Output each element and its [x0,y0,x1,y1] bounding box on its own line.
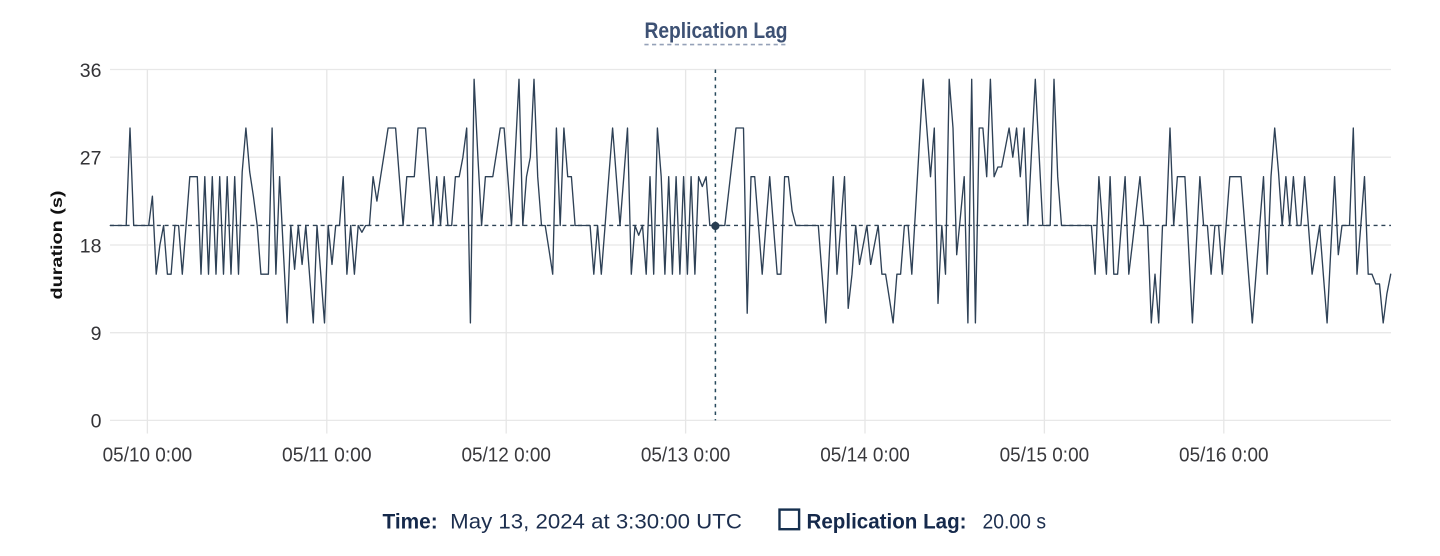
svg-text:20.00 s: 20.00 s [983,511,1047,534]
svg-text:27: 27 [80,148,102,170]
svg-text:Time:: Time: [383,510,438,534]
svg-text:Replication Lag:: Replication Lag: [807,510,967,534]
svg-text:0: 0 [91,411,102,433]
svg-text:Replication Lag: Replication Lag [645,18,788,43]
svg-text:36: 36 [80,60,102,82]
svg-text:May 13, 2024 at 3:30:00 UTC: May 13, 2024 at 3:30:00 UTC [450,511,742,534]
svg-text:05/13 0:00: 05/13 0:00 [641,443,731,466]
svg-text:05/16 0:00: 05/16 0:00 [1179,443,1269,466]
svg-text:05/11 0:00: 05/11 0:00 [282,443,372,466]
svg-text:duration (s): duration (s) [49,191,66,300]
svg-text:05/12 0:00: 05/12 0:00 [461,443,551,466]
svg-text:05/10 0:00: 05/10 0:00 [103,443,193,466]
svg-text:05/14 0:00: 05/14 0:00 [820,443,910,466]
svg-text:9: 9 [91,323,102,345]
svg-text:18: 18 [80,235,102,257]
svg-text:05/15 0:00: 05/15 0:00 [1000,443,1090,466]
